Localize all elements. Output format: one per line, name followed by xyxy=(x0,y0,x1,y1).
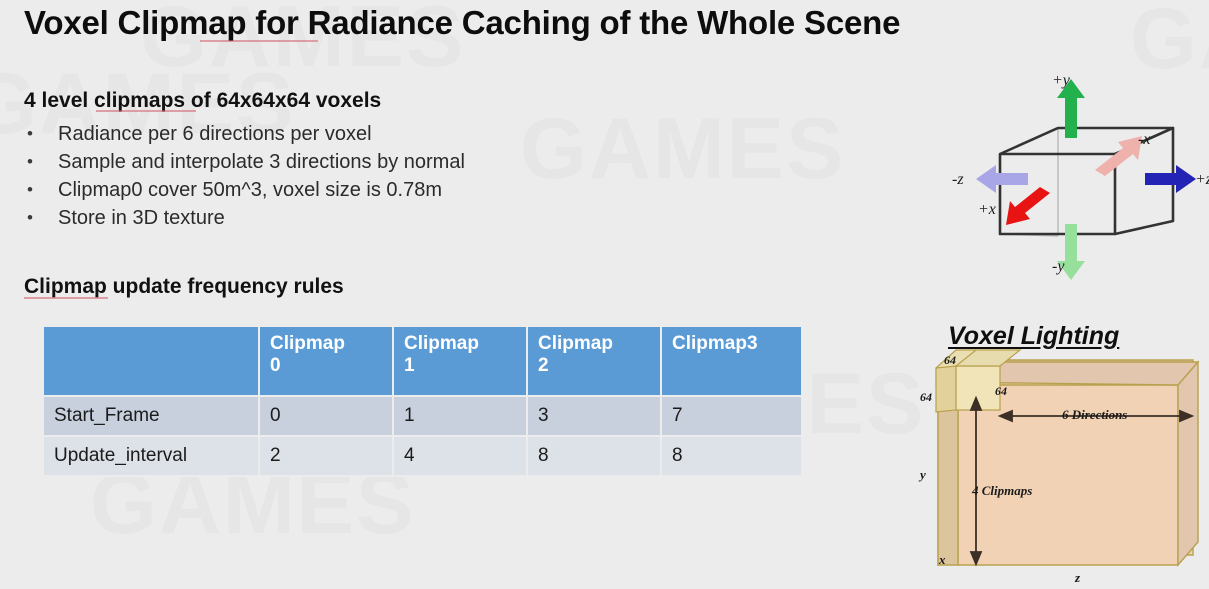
list-item-label: Clipmap0 cover 50m^3, voxel size is 0.78… xyxy=(58,179,442,201)
title-spellcheck-underline xyxy=(200,40,318,42)
label-64-side: 64 xyxy=(920,390,932,404)
list-item-label: Store in 3D texture xyxy=(58,207,225,229)
voxel-lighting-diagram: Voxel Lighting xyxy=(910,312,1209,589)
list-item: • Sample and interpolate 3 directions by… xyxy=(24,148,624,176)
label-64-top-left: 64 xyxy=(944,353,956,367)
box-right-face xyxy=(1177,360,1199,567)
row-cell: 4 xyxy=(394,437,528,477)
header-line2: 1 xyxy=(404,355,415,376)
header-line1: Clipmap xyxy=(404,333,479,354)
header-line1: Clipmap3 xyxy=(672,333,758,354)
cube-svg xyxy=(976,79,1196,280)
label-axis-y: y xyxy=(920,467,926,482)
heading2-spellcheck-underline xyxy=(24,297,108,299)
label-minus-y: -y xyxy=(1052,258,1065,275)
bullet-point-icon: • xyxy=(27,124,33,143)
voxel-lighting-title: Voxel Lighting xyxy=(948,322,1120,350)
label-plus-z: +z xyxy=(1195,171,1209,188)
heading-spellcheck-underline xyxy=(96,110,196,112)
slide-title: Voxel Clipmap for Radiance Caching of th… xyxy=(24,4,901,41)
row-cell: 2 xyxy=(260,437,394,477)
list-item: • Clipmap0 cover 50m^3, voxel size is 0.… xyxy=(24,176,624,204)
row-cell: 8 xyxy=(528,437,662,477)
section-heading-clipmaps: 4 level clipmaps of 64x64x64 voxels xyxy=(24,89,382,112)
row-cell: 1 xyxy=(394,397,528,437)
table-header-cell-blank xyxy=(44,327,260,397)
label-64-inner: 64 xyxy=(995,384,1007,398)
voxel-cube-top2 xyxy=(954,349,1022,367)
bullet-point-icon: • xyxy=(27,152,33,171)
header-line1: Clipmap xyxy=(270,333,345,354)
label-plus-x: +x xyxy=(978,201,996,218)
row-cell: 3 xyxy=(528,397,662,437)
list-item-label: Radiance per 6 directions per voxel xyxy=(58,123,372,145)
table-body: Start_Frame 0 1 3 7 Update_interval 2 4 … xyxy=(44,397,801,477)
table-row: Start_Frame 0 1 3 7 xyxy=(44,397,801,437)
row-label: Start_Frame xyxy=(44,397,260,437)
arrow-minus-y xyxy=(1057,224,1085,280)
table-row: Update_interval 2 4 8 8 xyxy=(44,437,801,477)
label-6-directions: 6 Directions xyxy=(1062,407,1128,422)
arrow-minus-x xyxy=(1095,136,1142,176)
row-cell: 0 xyxy=(260,397,394,437)
directions-arrow xyxy=(997,409,1195,423)
voxel-box-svg xyxy=(935,349,1200,567)
header-line1: Clipmap xyxy=(538,333,613,354)
table-header-cell-clipmap1: Clipmap 1 xyxy=(394,327,528,397)
clipmap-frequency-table: Clipmap 0 Clipmap 1 Clipmap 2 Clipmap3 S… xyxy=(44,327,801,477)
six-direction-cube-diagram: +y -y +z -z -x +x xyxy=(930,66,1209,288)
row-cell: 7 xyxy=(662,397,801,437)
row-cell: 8 xyxy=(662,437,801,477)
arrow-plus-z xyxy=(1145,165,1196,193)
label-plus-y: +y xyxy=(1052,72,1070,89)
label-4-clipmaps: 4 Clipmaps xyxy=(972,483,1033,498)
arrow-plus-y xyxy=(1057,79,1085,138)
bullet-list: • Radiance per 6 directions per voxel • … xyxy=(24,120,624,232)
label-minus-x: -x xyxy=(1138,131,1151,148)
table-header: Clipmap 0 Clipmap 1 Clipmap 2 Clipmap3 xyxy=(44,327,801,397)
row-label: Update_interval xyxy=(44,437,260,477)
clipmaps-arrow xyxy=(969,395,983,567)
bullet-point-icon: • xyxy=(27,180,33,199)
label-minus-z: -z xyxy=(952,171,964,188)
list-item: • Radiance per 6 directions per voxel xyxy=(24,120,624,148)
arrow-minus-z xyxy=(976,165,1028,193)
header-line2: 0 xyxy=(270,355,281,376)
header-line2: 2 xyxy=(538,355,549,376)
bullet-point-icon: • xyxy=(27,208,33,227)
voxel-cube-side xyxy=(935,365,957,413)
list-item-label: Sample and interpolate 3 directions by n… xyxy=(58,151,465,173)
table-header-cell-clipmap2: Clipmap 2 xyxy=(528,327,662,397)
section-heading-update-rules: Clipmap update frequency rules xyxy=(24,275,344,298)
list-item: • Store in 3D texture xyxy=(24,204,624,232)
label-axis-x: x xyxy=(939,552,946,567)
table-header-row: Clipmap 0 Clipmap 1 Clipmap 2 Clipmap3 xyxy=(44,327,801,397)
table-header-cell-clipmap3: Clipmap3 xyxy=(662,327,801,397)
arrow-plus-x xyxy=(1006,187,1050,225)
table-header-cell-clipmap0: Clipmap 0 xyxy=(260,327,394,397)
label-axis-z: z xyxy=(1075,570,1081,585)
